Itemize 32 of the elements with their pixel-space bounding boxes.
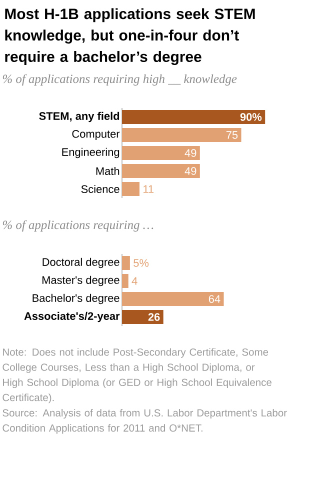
bar: [122, 256, 130, 270]
bar: [122, 146, 200, 160]
y-tick-label: Doctoral degree: [42, 258, 120, 268]
data-label: 90%: [240, 113, 262, 121]
chart-subtitle: % of applications requiring …: [2, 220, 154, 232]
y-tick-label: Master's degree: [42, 276, 120, 286]
bar: [122, 110, 266, 124]
bar: [122, 292, 224, 306]
y-tick-label: Math: [96, 166, 120, 176]
data-label: 5%: [134, 259, 149, 267]
data-label: 4: [132, 277, 138, 285]
data-label: 64: [208, 295, 220, 303]
bar: [122, 274, 128, 288]
bar: [122, 164, 200, 178]
y-tick-label: Associate's/2-year: [24, 312, 120, 322]
y-tick-label: Science: [81, 184, 120, 194]
text: Note: Does not include Post-Secondary Certificate, Some College Courses, Less than a High School Diploma, or High School Diploma (or GED or High School Equivalence Certificate).: [2, 348, 272, 404]
source-note: Source: Analysis of data from U.S. Labor Department's Labor Condition Applications for 2011 and O*NET.: [2, 408, 287, 434]
bar: [122, 128, 242, 142]
y-tick-label: Computer: [72, 130, 120, 140]
bar: [122, 310, 164, 324]
data-label: 75: [226, 131, 238, 139]
data-label: 11: [144, 185, 154, 193]
bar: [122, 182, 140, 196]
y-tick-label: STEM, any field: [39, 112, 120, 122]
chart-title: Most H-1B applications seek STEM knowledge, but one-in-four don’t require a bachelor’s degree: [5, 8, 255, 66]
data-label: 26: [148, 313, 160, 321]
y-tick-label: Bachelor's degree: [32, 294, 120, 304]
data-label: 49: [184, 149, 196, 157]
chart-subtitle: % of applications requiring high __ knowledge: [2, 74, 237, 86]
data-label: 49: [184, 167, 196, 175]
y-tick-label: Engineering: [62, 148, 120, 158]
